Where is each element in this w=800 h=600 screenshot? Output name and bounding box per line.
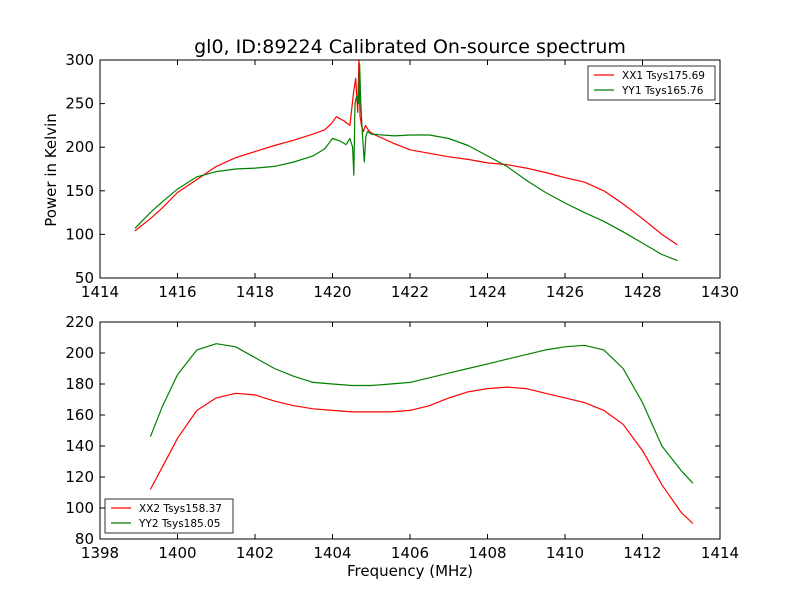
top-x-tick-label: 1428 <box>623 283 661 301</box>
chart-title: gl0, ID:89224 Calibrated On-source spect… <box>194 36 626 58</box>
top-legend: XX1 Tsys175.69 YY1 Tsys165.76 <box>587 65 716 101</box>
bottom-y-tick-label: 180 <box>65 375 94 393</box>
bottom-x-tick-label: 1404 <box>313 544 351 562</box>
bottom-y-tick-label: 80 <box>75 530 94 548</box>
bottom-series-line-1 <box>149 386 694 524</box>
bottom-series-line-2 <box>149 343 694 484</box>
bottom-x-tick-label: 1412 <box>623 544 661 562</box>
y-axis-label: Power in Kelvin <box>42 113 60 227</box>
bottom-y-tick-label: 120 <box>65 468 94 486</box>
top-legend-label-1: XX1 Tsys175.69 <box>622 70 705 82</box>
bottom-y-tick-label: 100 <box>65 499 94 517</box>
bottom-x-tick-label: 1408 <box>468 544 506 562</box>
x-axis-label: Frequency (MHz) <box>347 562 473 580</box>
bottom-x-tick-label: 1400 <box>158 544 196 562</box>
top-x-tick-label: 1422 <box>391 283 429 301</box>
top-plot: 1414 1416 1418 1420 1422 1424 1426 1428 1430 50 10… <box>65 51 739 301</box>
top-x-tick-label: 1426 <box>546 283 584 301</box>
bottom-legend-label-1: XX2 Tsys158.37 <box>139 503 222 515</box>
top-x-tick-label: 1414 <box>81 283 119 301</box>
bottom-y-tick-label: 140 <box>65 437 94 455</box>
top-x-tick-label: 1430 <box>701 283 739 301</box>
top-y-tick-label: 250 <box>65 95 94 113</box>
bottom-x-tick-label: 1402 <box>236 544 274 562</box>
top-x-tick-label: 1418 <box>236 283 274 301</box>
top-y-tick-label: 150 <box>65 182 94 200</box>
top-y-tick-label: 100 <box>65 225 94 243</box>
bottom-plot: 1398 1400 1402 1404 1406 1408 1410 1412 1414 80 10… <box>65 313 739 562</box>
top-y-tick-label: 300 <box>65 51 94 69</box>
top-x-tick-label: 1424 <box>468 283 506 301</box>
top-y-tick-label: 50 <box>75 269 94 287</box>
bottom-legend-box <box>104 498 234 534</box>
bottom-legend: XX2 Tsys158.37 YY2 Tsys185.05 <box>104 498 234 534</box>
bottom-x-tick-label: 1410 <box>546 544 584 562</box>
top-x-tick-label: 1420 <box>313 283 351 301</box>
top-y-tick-label: 200 <box>65 138 94 156</box>
top-legend-label-2: YY1 Tsys165.76 <box>621 85 704 97</box>
bottom-x-tick-label: 1414 <box>701 544 739 562</box>
top-x-tick-label: 1416 <box>158 283 196 301</box>
bottom-y-tick-label: 220 <box>65 313 94 331</box>
bottom-x-tick-label: 1406 <box>391 544 429 562</box>
bottom-y-tick-label: 160 <box>65 406 94 424</box>
bottom-x-tick-label: 1398 <box>81 544 119 562</box>
bottom-y-tick-label: 200 <box>65 344 94 362</box>
top-series-line-2 <box>134 62 678 262</box>
top-legend-box <box>587 65 716 101</box>
bottom-legend-label-2: YY2 Tsys185.05 <box>138 518 220 530</box>
